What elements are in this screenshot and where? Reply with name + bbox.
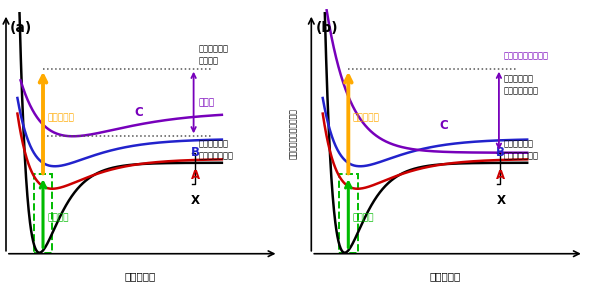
Text: X: X (496, 194, 505, 207)
Text: 一価イオンの: 一価イオンの (504, 74, 534, 83)
Text: X: X (191, 194, 200, 207)
Text: A: A (191, 169, 200, 182)
Text: 光電子: 光電子 (199, 98, 215, 107)
Text: プローブ光: プローブ光 (47, 113, 74, 122)
Text: ポンプ光: ポンプ光 (352, 214, 374, 223)
Text: (a): (a) (10, 21, 32, 35)
Text: 束縛性電子状態: 束縛性電子状態 (199, 152, 234, 161)
Text: 原子間距離: 原子間距離 (124, 271, 155, 281)
Text: 電子状態: 電子状態 (199, 57, 219, 66)
Text: ポンプ光: ポンプ光 (47, 214, 68, 223)
Text: フラグメントイオン: フラグメントイオン (504, 52, 549, 61)
Text: A: A (496, 169, 505, 182)
Text: 一価イオンの: 一価イオンの (504, 139, 534, 148)
Text: プローブ光: プローブ光 (352, 113, 379, 122)
Text: 原子間距離: 原子間距離 (430, 271, 461, 281)
Text: B: B (496, 146, 505, 159)
Text: 二価イオンの: 二価イオンの (199, 44, 229, 53)
Text: 一価イオンの: 一価イオンの (199, 139, 229, 148)
Text: C: C (440, 119, 449, 132)
Text: エネルギー（任意単位）: エネルギー（任意単位） (289, 108, 298, 159)
Text: B: B (191, 146, 200, 159)
Text: (b): (b) (316, 21, 338, 35)
Text: 束縛性電子状態: 束縛性電子状態 (504, 152, 539, 161)
Text: C: C (134, 106, 143, 119)
Text: 解離性電子状態: 解離性電子状態 (504, 87, 539, 96)
